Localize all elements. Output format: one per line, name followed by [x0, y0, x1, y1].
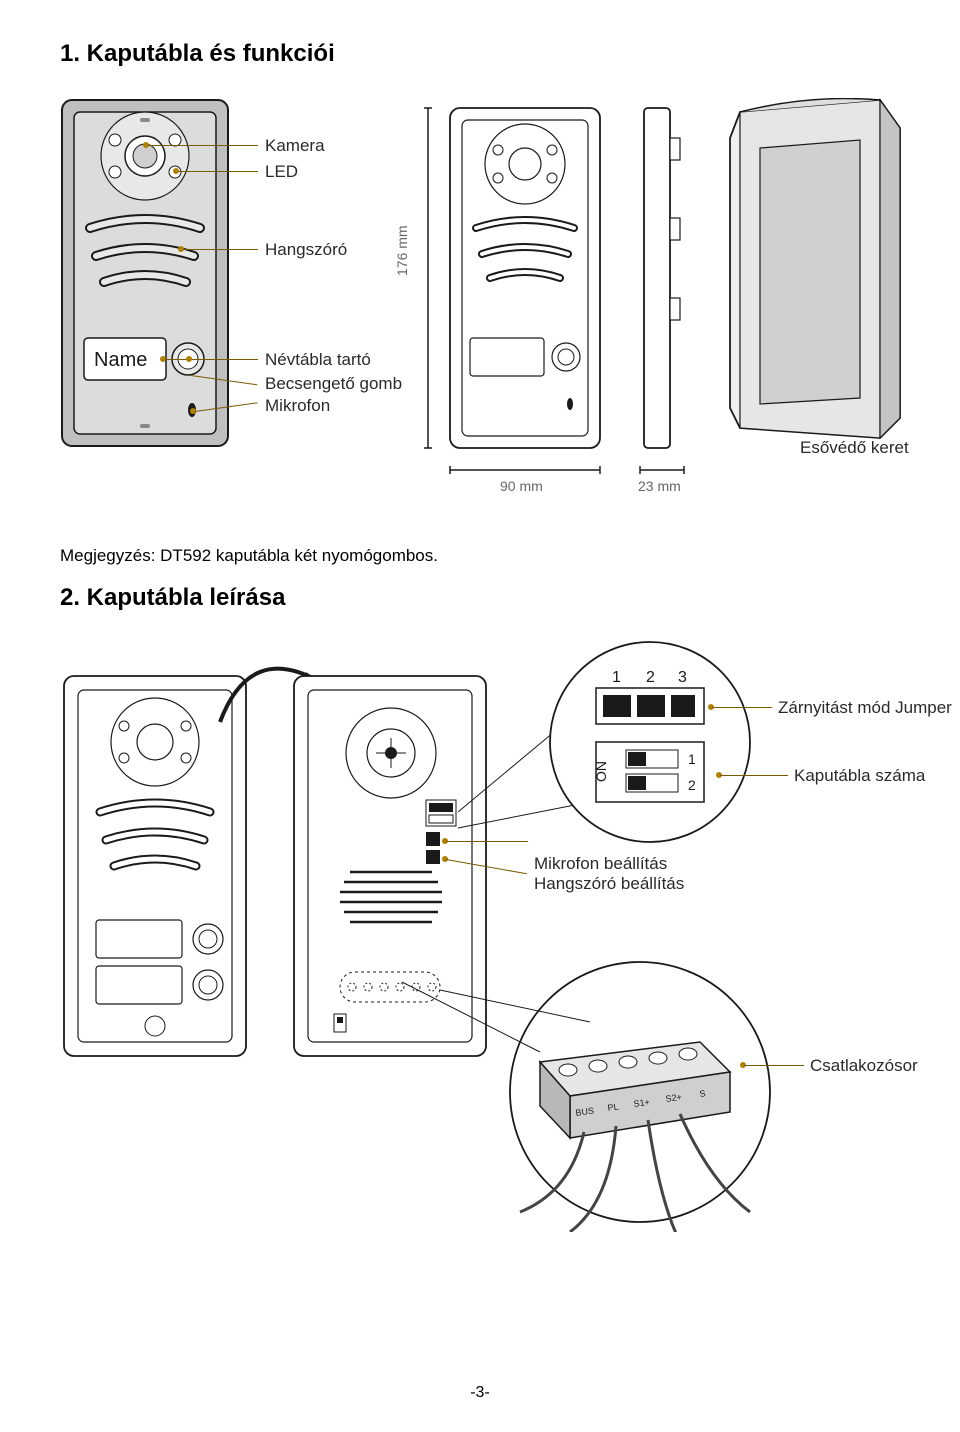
dim-depth: 23 mm [638, 478, 681, 494]
page-number: -3- [0, 1384, 960, 1402]
label-terminal: Csatlakozósor [810, 1056, 918, 1076]
nameplate-text: Name [94, 349, 147, 371]
svg-text:1: 1 [612, 669, 621, 686]
label-speaker-adjust: Hangszóró beállítás [534, 874, 684, 894]
svg-text:PL: PL [607, 1102, 619, 1113]
svg-text:2: 2 [688, 777, 696, 793]
section1-title: 1. Kaputábla és funkciói [60, 40, 900, 68]
section1-diagram-area: Name Kamera LED Hangszóró Névtábla tartó… [60, 98, 900, 528]
section1-note: Megjegyzés: DT592 kaputábla két nyomógom… [60, 546, 900, 566]
label-led: LED [265, 162, 298, 182]
svg-text:3: 3 [678, 669, 687, 686]
rain-cover [720, 98, 920, 448]
back-panel [290, 672, 500, 1072]
label-microphone: Mikrofon [265, 396, 330, 416]
dim-width: 90 mm [500, 478, 543, 494]
front-panel-shaded: Name [60, 98, 230, 448]
svg-text:2: 2 [646, 669, 655, 686]
label-jumper: Zárnyitást mód Jumper [778, 698, 952, 718]
dimension-front-outline [420, 98, 620, 498]
label-camera: Kamera [265, 136, 325, 156]
section2-diagram-area: 1 2 3 ON 1 2 Zárnyitást mód Jumper Kaput… [60, 642, 900, 1232]
label-speaker: Hangszóró [265, 240, 347, 260]
label-nameplate-holder: Névtábla tartó [265, 350, 371, 370]
label-call-button: Becsengető gomb [265, 374, 402, 394]
svg-text:ON: ON [593, 761, 609, 782]
side-profile [630, 98, 700, 498]
svg-text:1: 1 [688, 751, 696, 767]
label-rain-cover: Esővédő keret [800, 438, 909, 458]
terminal-detail-circle: BUS PL S1+ S2+ S [500, 952, 780, 1232]
section2-title: 2. Kaputábla leírása [60, 584, 900, 612]
label-station-number: Kaputábla száma [794, 766, 925, 786]
detail-jumper-circle: 1 2 3 ON 1 2 [540, 632, 760, 852]
page: 1. Kaputábla és funkciói Name [0, 0, 960, 1432]
label-mic-adjust: Mikrofon beállítás [534, 854, 667, 874]
dim-height: 176 mm [394, 225, 410, 276]
